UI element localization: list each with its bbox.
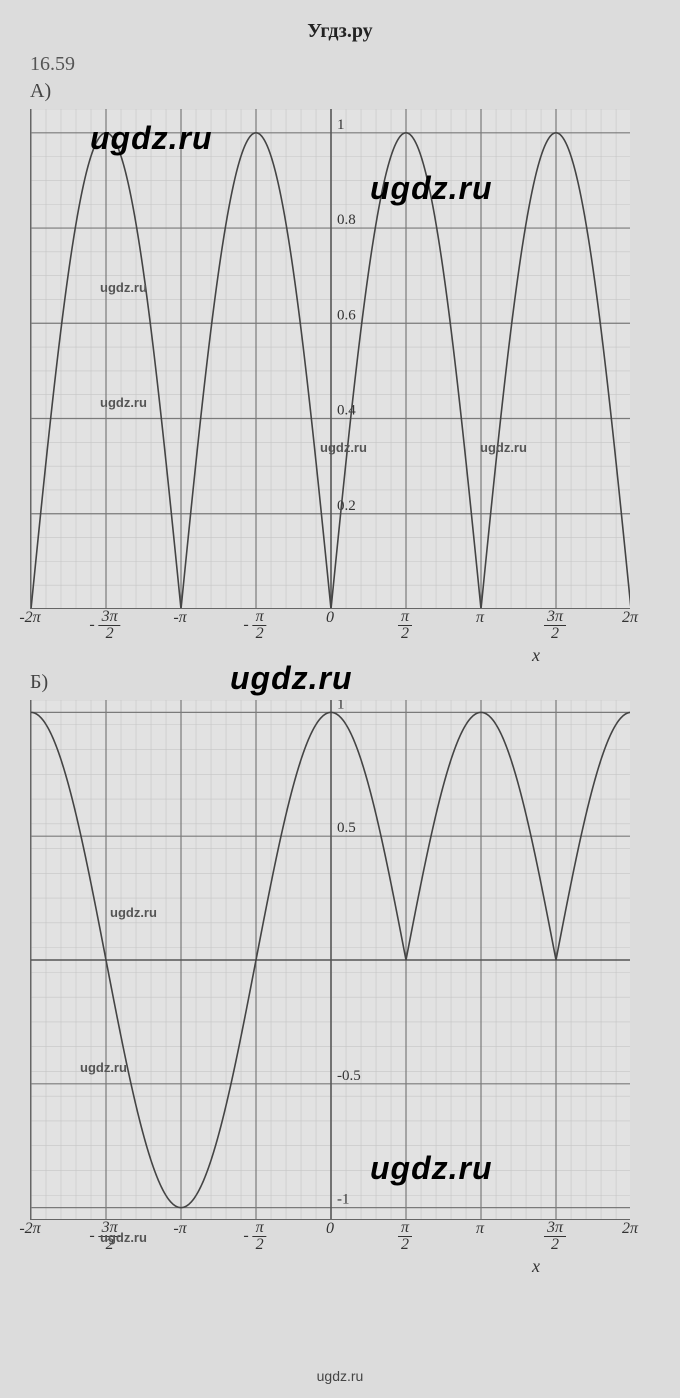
plot-svg: -1 -0.5 0.5 1: [31, 700, 630, 1220]
svg-text:0.5: 0.5: [337, 820, 356, 836]
part-a-label: А): [30, 80, 650, 103]
plot-svg: 0.2 0.4 0.6 0.8 1: [31, 109, 630, 609]
x-tick-label: -2π: [19, 609, 40, 627]
chart-a: 0.20.40.60.81-2π- 3π2-π- π20π2π3π22πx: [30, 109, 650, 651]
problem-number: 16.59: [30, 53, 650, 76]
x-tick-label: -π: [173, 609, 186, 627]
x-tick-label: π2: [398, 1220, 412, 1253]
svg-text:0.8: 0.8: [337, 212, 356, 228]
svg-text:1: 1: [337, 117, 345, 133]
page: Угдз.ру 16.59 А) 0.2 0.4 0.6 0.8 1 -2π - 3π2 -π…: [0, 0, 680, 1398]
svg-text:-1: -1: [337, 1192, 350, 1208]
x-tick-label: -2π: [19, 1220, 40, 1238]
x-tick-label: - π2: [243, 609, 266, 642]
x-tick-label: π: [476, 1220, 484, 1238]
plot-area: 0.2 0.4 0.6 0.8 1: [30, 109, 630, 609]
x-axis-labels: -2π- 3π2-π- π20π2π3π22πx: [30, 1220, 630, 1262]
x-axis-labels: -2π- 3π2-π- π20π2π3π22πx: [30, 609, 630, 651]
x-tick-label: -π: [173, 1220, 186, 1238]
x-tick-label: 0: [326, 609, 334, 627]
x-tick-label: - 3π2: [89, 1220, 120, 1253]
x-tick-label: 2π: [622, 1220, 638, 1238]
svg-text:0.4: 0.4: [337, 403, 356, 419]
chart-b: -1-0.50.51-2π- 3π2-π- π20π2π3π22πx: [30, 700, 650, 1262]
x-tick-label: 3π2: [544, 1220, 566, 1253]
x-tick-label: 3π2: [544, 609, 566, 642]
site-header: Угдз.ру: [30, 20, 650, 43]
x-axis-title: x: [532, 645, 540, 666]
svg-text:-0.5: -0.5: [337, 1068, 361, 1084]
svg-text:0.2: 0.2: [337, 498, 356, 514]
x-tick-label: - 3π2: [89, 609, 120, 642]
x-tick-label: - π2: [243, 1220, 266, 1253]
x-tick-label: 2π: [622, 609, 638, 627]
site-footer: ugdz.ru: [0, 1368, 680, 1384]
part-b-label: Б): [30, 671, 650, 694]
svg-text:1: 1: [337, 700, 345, 712]
x-axis-title: x: [532, 1256, 540, 1277]
svg-text:0.6: 0.6: [337, 307, 356, 323]
x-tick-label: π: [476, 609, 484, 627]
x-tick-label: 0: [326, 1220, 334, 1238]
plot-area: -1 -0.5 0.5 1: [30, 700, 630, 1220]
x-tick-label: π2: [398, 609, 412, 642]
